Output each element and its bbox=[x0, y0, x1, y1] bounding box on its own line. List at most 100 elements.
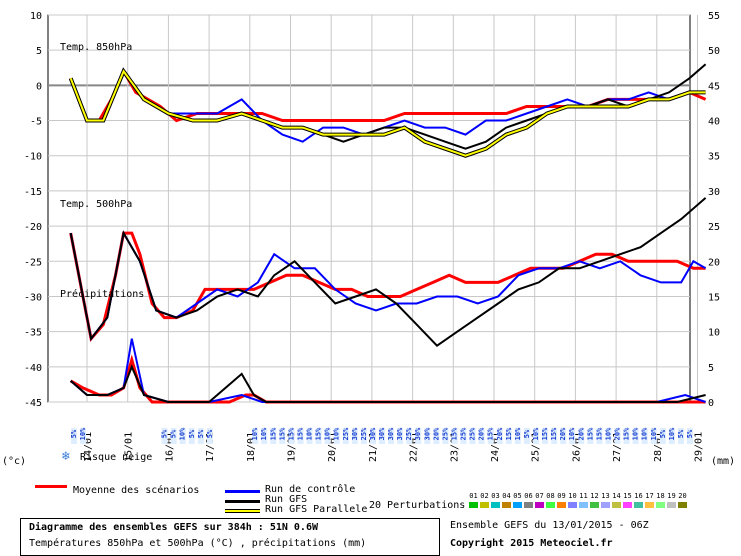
snow-risk-pct: 30% bbox=[351, 427, 359, 440]
left-tick-label: -30 bbox=[24, 292, 42, 303]
left-tick-label: -5 bbox=[30, 117, 42, 128]
x-tick-label: 16/01 bbox=[164, 432, 175, 462]
snow-risk-pct: 15% bbox=[296, 427, 304, 440]
snow-risk-pct: 20% bbox=[432, 427, 440, 440]
snow-risk-cell bbox=[496, 428, 503, 444]
perturbation-number: 15 bbox=[623, 492, 632, 500]
snow-risk-cell bbox=[279, 428, 286, 444]
series-line bbox=[70, 364, 706, 403]
perturbation-key-item: 18 bbox=[655, 492, 666, 508]
x-tick-label: 24/01 bbox=[490, 432, 501, 462]
perturbation-key-item: 11 bbox=[578, 492, 589, 508]
x-tick-label: 26/01 bbox=[571, 432, 582, 462]
snow-risk-pct: 20% bbox=[614, 427, 622, 440]
snow-risk-cell bbox=[514, 428, 521, 444]
perturbation-number: 05 bbox=[513, 492, 522, 500]
right-tick-label: 0 bbox=[708, 398, 714, 409]
snow-risk-pct: 5% bbox=[188, 429, 196, 438]
snow-risk-pct: 5% bbox=[523, 429, 531, 438]
perturbation-number: 08 bbox=[546, 492, 555, 500]
legend-gfs-swatch bbox=[225, 500, 260, 503]
snow-risk-cell bbox=[551, 428, 558, 444]
snow-risk-pct: 30% bbox=[378, 427, 386, 440]
perturbation-number: 01 bbox=[469, 492, 478, 500]
x-tick-label: 14/01 bbox=[83, 432, 94, 462]
label-precip: Précipitations bbox=[60, 288, 144, 300]
perturbation-swatch bbox=[601, 502, 610, 508]
snow-risk-pct: 15% bbox=[541, 427, 549, 440]
x-tick-label: 22/01 bbox=[409, 432, 420, 462]
snow-risk-pct: 10% bbox=[650, 427, 658, 440]
perturbation-swatch bbox=[524, 502, 533, 508]
snow-risk-cell bbox=[569, 428, 576, 444]
snow-risk-cell bbox=[578, 428, 585, 444]
perturbation-swatch bbox=[502, 502, 511, 508]
chart-subtitle: Températures 850hPa et 500hPa (°C) , pré… bbox=[29, 538, 367, 549]
snow-risk-cell bbox=[632, 428, 639, 444]
perturbation-swatch bbox=[579, 502, 588, 508]
left-unit: (°c) bbox=[2, 456, 26, 467]
perturbation-number: 02 bbox=[480, 492, 489, 500]
snow-risk-cell bbox=[342, 428, 349, 444]
snow-risk-row: 5% 10% 5% 5% 10% 5% 5% 5% 10% 10% 15% 15% 15% 15% 10% 1… bbox=[70, 427, 694, 444]
perturbation-key-item: 03 bbox=[490, 492, 501, 508]
x-tick-label: 28/01 bbox=[653, 432, 664, 462]
left-tick-label: 5 bbox=[36, 46, 42, 57]
title-box: Diagramme des ensembles GEFS sur 384h : … bbox=[20, 518, 440, 556]
snow-risk-cell bbox=[650, 428, 657, 444]
perturbation-key-item: 13 bbox=[600, 492, 611, 508]
perturbation-number: 07 bbox=[535, 492, 544, 500]
snow-risk-cell bbox=[542, 428, 549, 444]
perturbation-key-item: 10 bbox=[567, 492, 578, 508]
snow-risk-pct: 10% bbox=[532, 427, 540, 440]
snow-risk-pct: 15% bbox=[278, 427, 286, 440]
snow-risk-pct: 15% bbox=[505, 427, 513, 440]
snowflake-icon: ❄ bbox=[61, 449, 70, 464]
snow-risk-cell bbox=[197, 428, 204, 444]
snow-risk-cell bbox=[406, 428, 413, 444]
snow-risk-pct: 15% bbox=[550, 427, 558, 440]
snow-risk-cell bbox=[487, 428, 494, 444]
snow-risk-cell bbox=[397, 428, 404, 444]
snow-risk-pct: 5% bbox=[686, 429, 694, 438]
snow-risk-cell bbox=[288, 428, 295, 444]
snow-risk-pct: 5% bbox=[677, 429, 685, 438]
snow-risk-cell bbox=[170, 428, 177, 444]
perturbation-key-item: 15 bbox=[622, 492, 633, 508]
x-tick-label: 19/01 bbox=[287, 432, 298, 462]
snow-risk-cell bbox=[424, 428, 431, 444]
perturbation-key-item: 08 bbox=[545, 492, 556, 508]
snow-risk-label: Risque neige bbox=[80, 452, 152, 463]
left-tick-label: -35 bbox=[24, 328, 42, 339]
run-info: Ensemble GEFS du 13/01/2015 - 06Z bbox=[450, 520, 649, 531]
snow-risk-pct: 25% bbox=[441, 427, 449, 440]
perturbation-number: 14 bbox=[612, 492, 621, 500]
chart-grid bbox=[47, 14, 698, 403]
x-tick-label: 18/01 bbox=[246, 432, 257, 462]
snow-risk-pct: 10% bbox=[79, 427, 87, 440]
right-tick-label: 10 bbox=[708, 328, 720, 339]
perturbation-number: 17 bbox=[645, 492, 654, 500]
perturbation-key-item: 12 bbox=[589, 492, 600, 508]
snow-risk-cell bbox=[605, 428, 612, 444]
snow-risk-pct: 30% bbox=[414, 427, 422, 440]
perturbation-key-item: 01 bbox=[468, 492, 479, 508]
x-tick-label: 20/01 bbox=[327, 432, 338, 462]
snow-risk-cell bbox=[614, 428, 621, 444]
snow-risk-cell bbox=[677, 428, 684, 444]
snow-risk-cell bbox=[360, 428, 367, 444]
label-t850: Temp. 850hPa bbox=[60, 42, 132, 53]
snow-risk-cell bbox=[351, 428, 358, 444]
right-unit: (mm) bbox=[711, 456, 735, 467]
perturbation-swatch bbox=[678, 502, 687, 508]
perturbation-key-item: 04 bbox=[501, 492, 512, 508]
snow-risk-cell bbox=[261, 428, 268, 444]
snow-risk-cell bbox=[369, 428, 376, 444]
perturbation-number: 13 bbox=[601, 492, 610, 500]
perturbation-key-item: 16 bbox=[633, 492, 644, 508]
perturbation-swatch bbox=[612, 502, 621, 508]
perturbation-number: 09 bbox=[557, 492, 566, 500]
snow-risk-cell bbox=[71, 428, 77, 444]
x-tick-label: 21/01 bbox=[368, 432, 379, 462]
snow-risk-cell bbox=[433, 428, 440, 444]
